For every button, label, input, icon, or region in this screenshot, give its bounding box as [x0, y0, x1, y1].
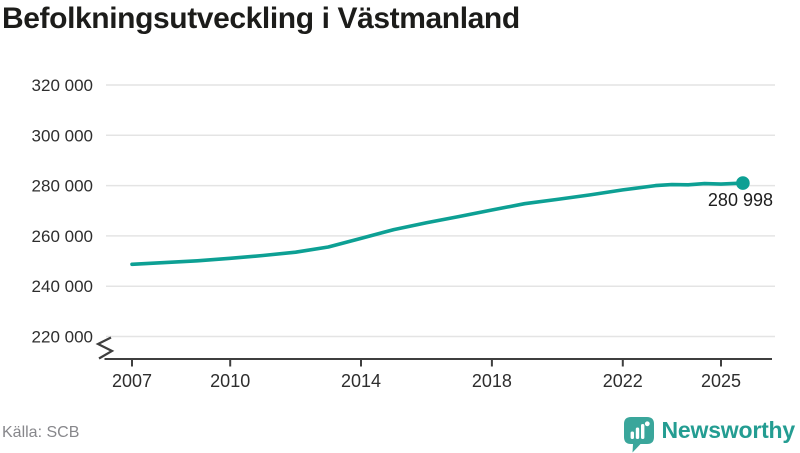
population-line [130, 181, 745, 267]
end-value-label: 280 998 [708, 190, 773, 210]
y-axis-tick-label: 300 000 [32, 126, 93, 145]
newsworthy-logo-text: Newsworthy [661, 417, 796, 443]
page-title: Befolkningsutveckling i Västmanland [2, 2, 520, 35]
x-axis-tick-label: 2010 [210, 371, 250, 391]
axis-break-icon [95, 336, 115, 360]
x-axis-tick-label: 2018 [472, 371, 512, 391]
newsworthy-logo[interactable]: Newsworthy [623, 415, 796, 453]
y-axis-tick-label: 260 000 [32, 227, 93, 246]
y-axis-tick-label: 320 000 [32, 76, 93, 95]
x-axis-tick-label: 2007 [112, 371, 152, 391]
y-axis-tick-label: 280 000 [32, 177, 93, 196]
x-axis-tick-label: 2014 [341, 371, 381, 391]
end-point-marker [736, 176, 750, 190]
source-note: Källa: SCB [2, 424, 80, 441]
x-axis-tick-label: 2025 [701, 371, 741, 391]
newsworthy-bubble-chart-icon [623, 417, 654, 453]
x-axis-tick-label: 2022 [603, 371, 643, 391]
y-axis-tick-label: 220 000 [32, 328, 93, 347]
y-axis-tick-label: 240 000 [32, 277, 93, 296]
